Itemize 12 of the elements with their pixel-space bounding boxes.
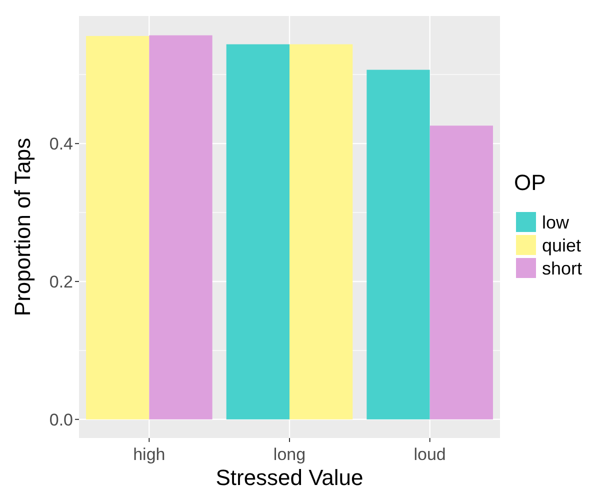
x-axis-title: Stressed Value: [216, 465, 364, 490]
legend-title: OP: [514, 170, 546, 195]
x-tick-label: long: [273, 445, 306, 464]
y-axis-title: Proportion of Taps: [10, 138, 35, 316]
legend-label: low: [542, 212, 570, 232]
x-tick-label: loud: [414, 445, 446, 464]
legend-label: short: [542, 258, 582, 278]
y-tick-label: 0.4: [49, 134, 73, 154]
y-tick-label: 0.0: [49, 410, 73, 430]
x-tick-label: high: [133, 445, 166, 464]
y-tick-label: 0.2: [49, 272, 73, 292]
legend-label: quiet: [542, 235, 582, 256]
